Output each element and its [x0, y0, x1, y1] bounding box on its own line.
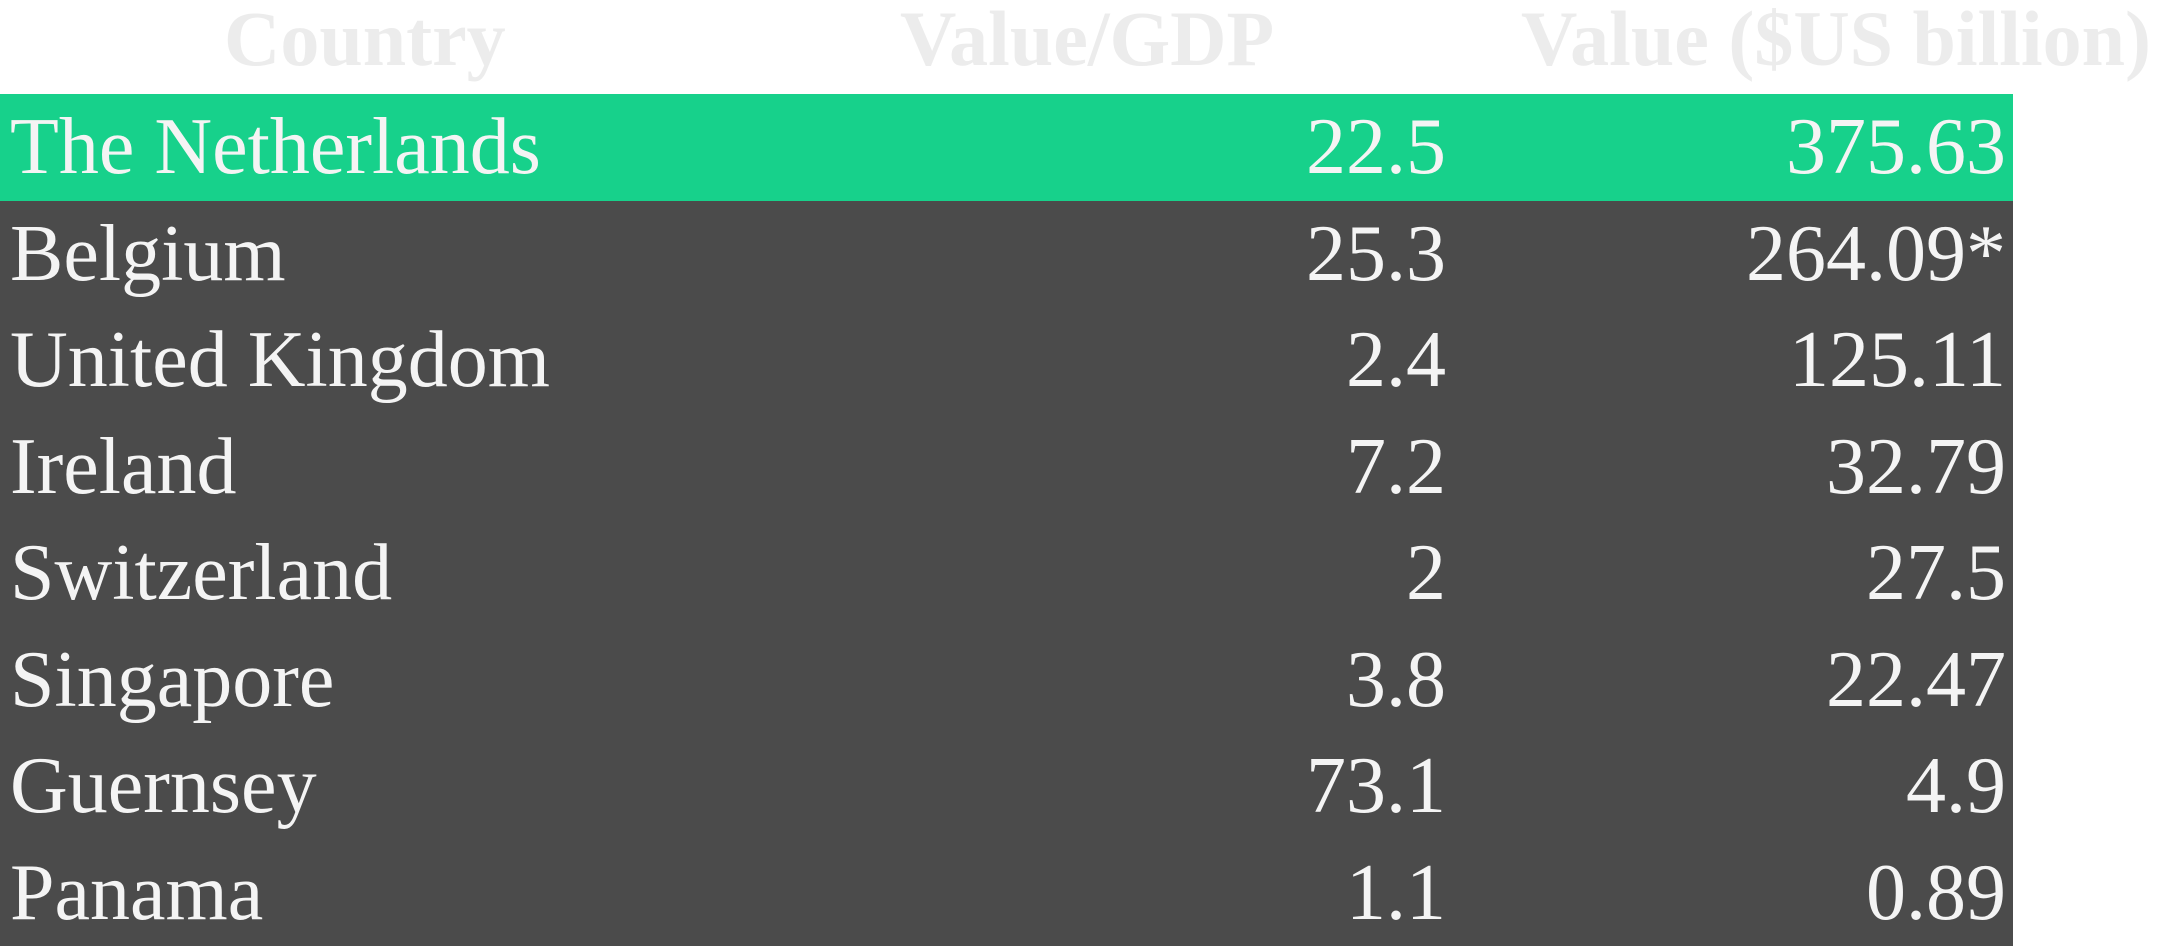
column-header-value-gdp: Value/GDP [900, 0, 1275, 82]
cell-value-gdp: 1.1 [1346, 848, 1446, 937]
cell-value-usd: 32.79 [1826, 422, 2006, 511]
cell-value-gdp: 22.5 [1306, 103, 1446, 191]
cell-country: Belgium [10, 209, 286, 298]
cell-value-gdp: 25.3 [1306, 209, 1446, 298]
table-row: United Kingdom 2.4 125.11 [0, 307, 2013, 414]
table-row: The Netherlands 22.5 375.63 [0, 94, 2013, 201]
cell-value-gdp: 73.1 [1306, 742, 1446, 830]
cell-value-usd: 4.9 [1906, 742, 2006, 830]
column-header-value-usd: Value ($US billion) [1521, 0, 2151, 82]
cell-value-usd: 125.11 [1788, 316, 2006, 404]
cell-value-usd: 0.89 [1866, 848, 2006, 937]
cell-country: The Netherlands [10, 103, 541, 191]
cell-country: Switzerland [10, 529, 393, 617]
data-table: The Netherlands 22.5 375.63 Belgium 25.3… [0, 94, 2013, 946]
cell-country: United Kingdom [10, 316, 550, 404]
cell-value-usd: 27.5 [1866, 529, 2006, 617]
table-row: Switzerland 2 27.5 [0, 520, 2013, 627]
cell-value-gdp: 2 [1406, 529, 1446, 617]
column-header-country: Country [224, 0, 506, 82]
cell-value-gdp: 7.2 [1346, 422, 1446, 511]
table-row: Singapore 3.8 22.47 [0, 627, 2013, 734]
cell-country: Singapore [10, 635, 335, 724]
cell-value-gdp: 3.8 [1346, 635, 1446, 724]
cell-value-usd: 22.47 [1826, 635, 2006, 724]
table-row: Belgium 25.3 264.09* [0, 201, 2013, 308]
table-row: Ireland 7.2 32.79 [0, 414, 2013, 521]
cell-value-usd: 264.09* [1746, 209, 2006, 298]
cell-country: Ireland [10, 422, 237, 511]
cell-country: Panama [10, 848, 264, 937]
cell-value-gdp: 2.4 [1346, 316, 1446, 404]
table-row: Panama 1.1 0.89 [0, 840, 2013, 946]
cell-value-usd: 375.63 [1786, 103, 2006, 191]
cell-country: Guernsey [10, 742, 317, 830]
table-row: Guernsey 73.1 4.9 [0, 733, 2013, 840]
